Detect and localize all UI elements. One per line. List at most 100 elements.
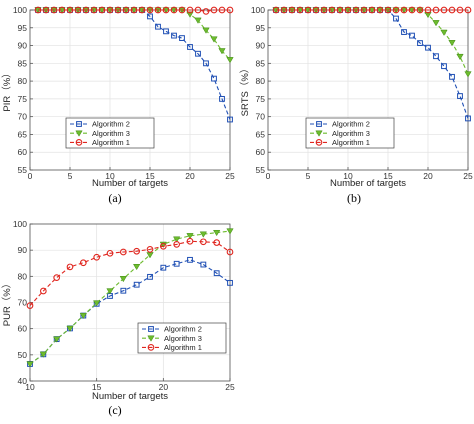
- legend-entry-label: Algorithm 1: [164, 343, 202, 352]
- x-tick-label: 0: [266, 171, 271, 181]
- data-point: [199, 238, 207, 246]
- y-tick-label: 70: [256, 112, 266, 122]
- data-point: [210, 6, 218, 14]
- data-point: [186, 237, 194, 245]
- legend-marker: [147, 335, 155, 342]
- y-tick-label: 90: [18, 41, 28, 51]
- x-tick-label: 5: [68, 171, 73, 181]
- data-point: [417, 40, 423, 46]
- data-point: [416, 6, 424, 14]
- data-point: [53, 274, 61, 281]
- data-point: [425, 44, 431, 51]
- data-point: [155, 23, 161, 30]
- data-point: [66, 263, 74, 271]
- data-point: [449, 73, 455, 80]
- data-point: [130, 6, 138, 14]
- data-point: [93, 253, 101, 261]
- y-tick-label: 55: [256, 165, 266, 175]
- y-axis-label: PUR（%）: [1, 279, 13, 327]
- y-tick-label: 40: [18, 376, 28, 386]
- data-point: [26, 302, 34, 309]
- data-point: [79, 312, 87, 320]
- data-point: [162, 6, 170, 14]
- data-point: [179, 35, 185, 41]
- legend-entry-label: Algorithm 3: [164, 334, 202, 343]
- data-point: [376, 6, 384, 14]
- y-tick-label: 80: [18, 76, 28, 86]
- legend-marker: [147, 344, 155, 351]
- data-point: [440, 6, 448, 14]
- data-point: [288, 6, 296, 14]
- data-point: [320, 6, 328, 14]
- data-point: [194, 6, 202, 14]
- data-point: [186, 233, 194, 240]
- data-point: [464, 6, 472, 14]
- data-point: [66, 6, 74, 14]
- data-point: [147, 273, 153, 280]
- data-point: [226, 228, 234, 235]
- data-point: [464, 71, 472, 78]
- y-tick-label: 60: [18, 147, 28, 157]
- panel-label: (c): [108, 403, 121, 417]
- data-point: [203, 60, 209, 67]
- y-tick-label: 60: [18, 324, 28, 334]
- data-point: [53, 336, 61, 343]
- data-point: [106, 288, 114, 295]
- y-tick-label: 100: [251, 5, 265, 15]
- data-point: [114, 6, 122, 14]
- data-point: [138, 6, 146, 14]
- data-point: [432, 6, 440, 14]
- data-point: [457, 93, 463, 99]
- data-point: [440, 29, 448, 36]
- data-point: [171, 32, 177, 39]
- panel-label: (b): [347, 191, 361, 205]
- legend-marker: [316, 121, 322, 127]
- x-axis-label: Number of targets: [92, 391, 168, 402]
- y-tick-label: 95: [256, 23, 266, 33]
- data-point: [133, 281, 140, 288]
- data-point: [368, 6, 376, 14]
- data-point: [194, 17, 202, 24]
- data-point: [160, 264, 167, 271]
- data-point: [400, 6, 408, 14]
- data-point: [39, 351, 47, 358]
- x-tick-label: 25: [225, 171, 235, 181]
- y-tick-label: 70: [18, 298, 28, 308]
- x-tick-label: 15: [383, 171, 393, 181]
- x-tick-label: 15: [92, 382, 102, 392]
- data-point: [409, 32, 415, 39]
- data-point: [336, 6, 344, 14]
- x-tick-label: 5: [306, 171, 311, 181]
- data-point: [441, 63, 447, 70]
- data-point: [352, 6, 360, 14]
- series-algorithm-1: [26, 237, 234, 309]
- data-point: [173, 236, 181, 243]
- y-tick-label: 70: [18, 112, 28, 122]
- data-point: [133, 264, 141, 271]
- x-tick-label: 10: [343, 171, 353, 181]
- data-point: [213, 239, 221, 246]
- data-point: [432, 20, 440, 27]
- data-point: [384, 6, 392, 14]
- series-line: [29, 240, 231, 307]
- data-point: [178, 6, 186, 14]
- data-point: [465, 115, 471, 122]
- data-point: [98, 6, 106, 14]
- data-point: [146, 6, 154, 14]
- legend-marker: [148, 326, 154, 332]
- data-point: [360, 6, 368, 14]
- legend-marker: [75, 130, 83, 137]
- y-tick-label: 55: [18, 165, 28, 175]
- data-point: [304, 6, 312, 14]
- data-point: [133, 247, 141, 255]
- data-point: [82, 6, 90, 14]
- x-tick-label: 25: [225, 382, 235, 392]
- data-point: [344, 6, 352, 14]
- data-point: [58, 6, 66, 14]
- y-tick-label: 50: [18, 350, 28, 360]
- data-point: [187, 44, 193, 50]
- x-tick-label: 20: [159, 382, 169, 392]
